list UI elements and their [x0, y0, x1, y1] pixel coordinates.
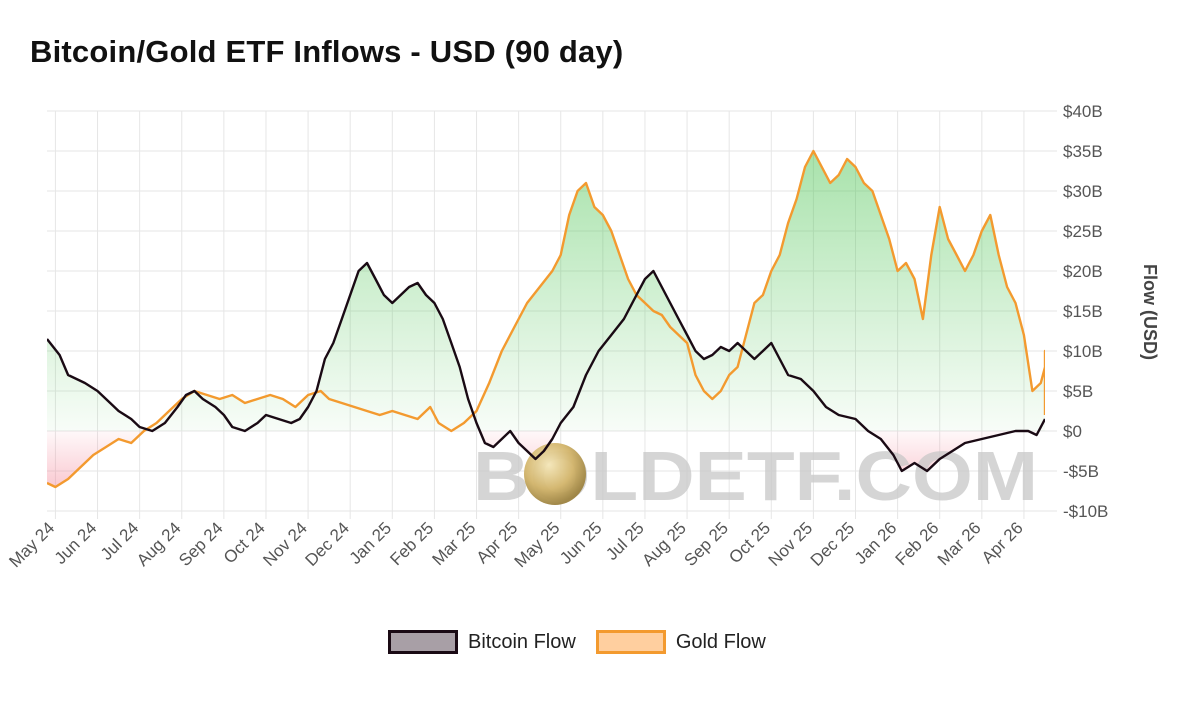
legend-label-bitcoin: Bitcoin Flow	[468, 630, 576, 653]
x-tick-label: May 25	[511, 518, 564, 571]
x-tick-label: Aug 25	[638, 518, 690, 570]
legend-label-gold: Gold Flow	[675, 630, 766, 653]
x-tick-label: Aug 24	[133, 518, 185, 570]
y-axis-title: Flow (USD)	[1140, 264, 1160, 360]
legend: Bitcoin Flow Gold Flow	[388, 630, 766, 654]
y-tick-label: $20B	[1063, 262, 1103, 281]
y-tick-label: $0	[1063, 422, 1082, 441]
y-tick-label: $30B	[1063, 182, 1103, 201]
y-tick-label: $40B	[1063, 102, 1103, 121]
legend-item-gold[interactable]: Gold Flow	[595, 630, 766, 654]
x-tick-label: Apr 26	[978, 518, 1027, 567]
chart-title: Bitcoin/Gold ETF Inflows - USD (90 day)	[30, 34, 624, 69]
y-tick-label: -$10B	[1063, 502, 1108, 521]
gold-swatch	[595, 630, 666, 654]
x-tick-label: Sep 24	[175, 518, 227, 570]
x-tick-label: Feb 25	[386, 518, 437, 569]
x-tick-label: Mar 26	[934, 518, 985, 569]
y-tick-label: $25B	[1063, 222, 1103, 241]
x-gridlines	[54, 111, 1025, 519]
y-tick-label: -$5B	[1063, 462, 1099, 481]
coin-logo-icon	[524, 443, 586, 505]
y-tick-labels: -$10B -$5B $0 $5B $10B $15B $20B $25B $30B $35B $4…	[1063, 102, 1108, 521]
x-tick-label: Dec 25	[807, 518, 859, 570]
y-tick-label: $5B	[1063, 382, 1093, 401]
legend-item-bitcoin[interactable]: Bitcoin Flow	[388, 630, 576, 654]
x-tick-label: Jan 25	[346, 518, 396, 568]
x-tick-label: Mar 25	[428, 518, 479, 569]
positive-area-fill	[47, 151, 1045, 431]
x-tick-label: Nov 25	[765, 518, 817, 570]
negative-area-fill	[47, 431, 1045, 487]
x-tick-label: Jun 25	[556, 518, 606, 568]
x-tick-label: Sep 25	[680, 518, 732, 570]
bitcoin-flow-line	[47, 261, 1045, 473]
y-tick-label: $15B	[1063, 302, 1103, 321]
bitcoin-swatch	[388, 630, 458, 654]
x-tick-label: Jun 24	[51, 518, 101, 568]
y-tick-label: $10B	[1063, 342, 1103, 361]
x-tick-label: Jan 26	[851, 518, 901, 568]
x-tick-label: Dec 24	[301, 518, 353, 570]
x-tick-label: May 24	[5, 518, 58, 571]
gold-flow-line	[47, 149, 1045, 489]
watermark: BOLDETF.COM	[473, 437, 1038, 515]
x-tick-label: Nov 24	[259, 518, 311, 570]
y-tick-label: $35B	[1063, 142, 1103, 161]
x-tick-label: Feb 26	[892, 518, 943, 569]
